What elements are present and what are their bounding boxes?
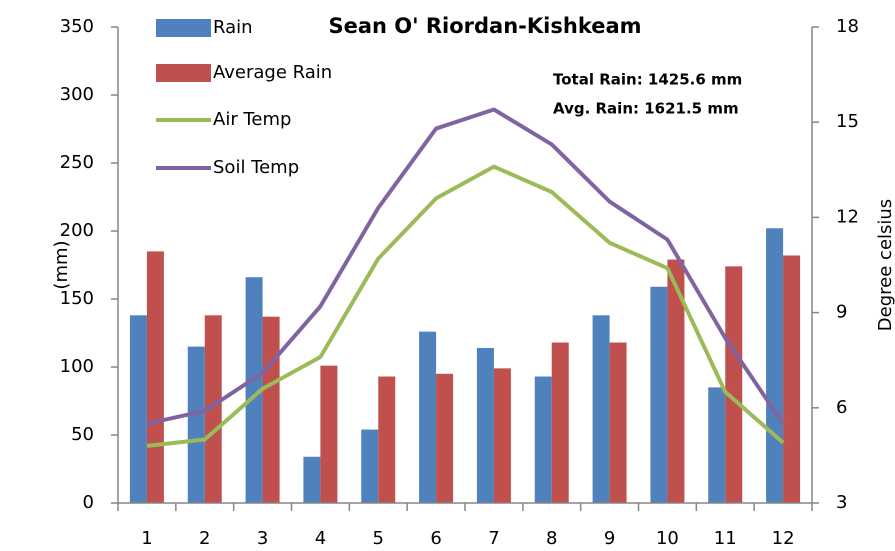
legend-label: Soil Temp <box>213 157 299 178</box>
bar <box>609 342 627 503</box>
y2-tick-label: 15 <box>836 111 859 132</box>
y-tick-label: 350 <box>60 16 94 37</box>
x-tick-label: 9 <box>604 528 615 549</box>
bar <box>187 346 205 503</box>
annotation: Total Rain: 1425.6 mm <box>553 71 742 89</box>
bar <box>129 315 147 503</box>
bar <box>592 315 610 503</box>
legend-swatch <box>156 64 211 82</box>
y-tick-label: 50 <box>71 424 94 445</box>
annotation: Avg. Rain: 1621.5 mm <box>553 100 739 118</box>
line-series <box>146 107 785 426</box>
line-series <box>146 164 785 448</box>
x-tick-label: 6 <box>430 528 441 549</box>
chart-title: Sean O' Riordan-Kishkeam <box>328 14 641 38</box>
x-tick-label: 4 <box>315 528 326 549</box>
y2-tick-label: 6 <box>836 397 847 418</box>
x-tick-label: 12 <box>772 528 795 549</box>
bar <box>493 368 511 503</box>
bar <box>320 365 338 503</box>
y2-tick-label: 3 <box>836 492 847 513</box>
y-tick-label: 150 <box>60 288 94 309</box>
x-tick-label: 8 <box>546 528 557 549</box>
y2-tick-label: 18 <box>836 16 859 37</box>
bar <box>534 376 552 503</box>
bar <box>303 456 321 503</box>
bar <box>783 255 801 503</box>
legend-label: Air Temp <box>213 109 291 130</box>
x-tick-label: 5 <box>373 528 384 549</box>
y-tick-label: 250 <box>60 152 94 173</box>
x-tick-label: 2 <box>199 528 210 549</box>
bar <box>419 331 437 503</box>
legend-label: Rain <box>213 17 253 38</box>
bar <box>245 277 263 503</box>
bar <box>378 376 396 503</box>
bar <box>361 429 379 503</box>
legend-swatch <box>156 19 211 37</box>
y-tick-label: 200 <box>60 220 94 241</box>
bar <box>146 251 164 503</box>
bar <box>262 316 280 503</box>
x-tick-label: 10 <box>656 528 679 549</box>
bar <box>204 315 222 503</box>
bar <box>667 259 685 503</box>
x-tick-label: 11 <box>714 528 737 549</box>
y2-tick-label: 12 <box>836 206 859 227</box>
bar <box>551 342 569 503</box>
legend-label: Average Rain <box>213 62 332 83</box>
y2-axis-label: Degree celsius <box>875 199 895 331</box>
y-tick-label: 0 <box>83 492 94 513</box>
y-axis-label: (mm) <box>51 240 72 289</box>
y-tick-label: 100 <box>60 356 94 377</box>
bar <box>766 228 784 503</box>
x-tick-label: 3 <box>257 528 268 549</box>
x-tick-label: 1 <box>141 528 152 549</box>
x-tick-label: 7 <box>488 528 499 549</box>
bar <box>476 347 494 503</box>
bar <box>708 387 726 503</box>
y-tick-label: 300 <box>60 84 94 105</box>
bar <box>725 266 743 503</box>
bar <box>650 286 668 503</box>
y2-tick-label: 9 <box>836 302 847 323</box>
bar <box>436 373 454 503</box>
